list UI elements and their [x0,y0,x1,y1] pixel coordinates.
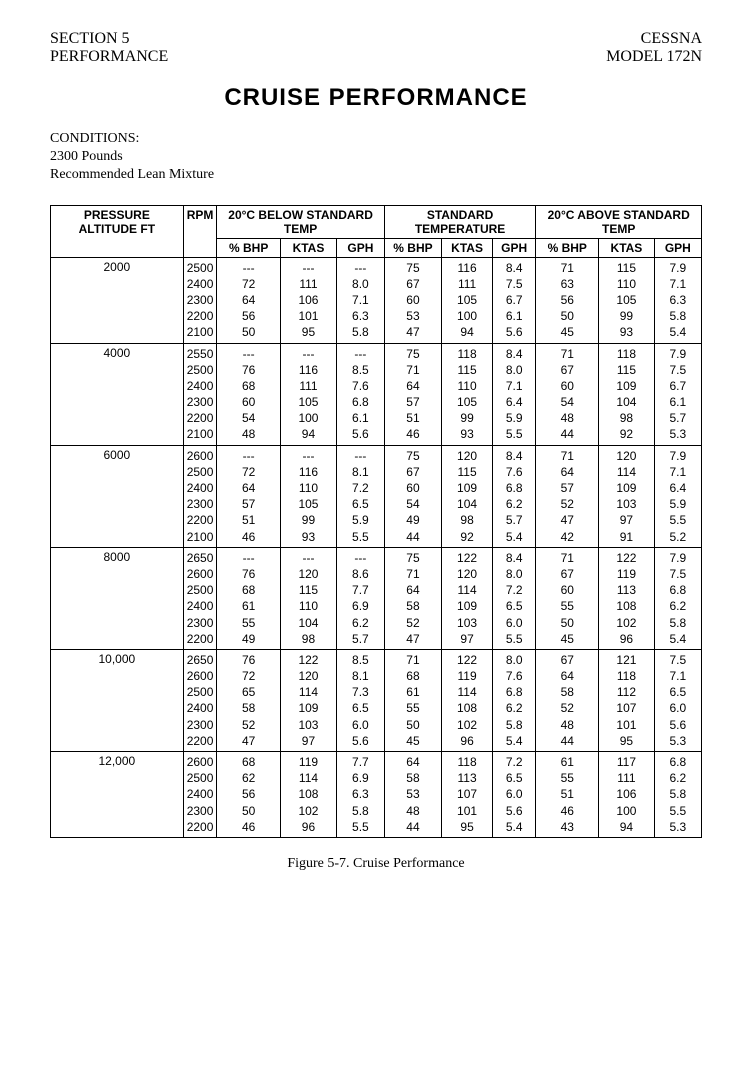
data-cell: 67 64 58 52 48 44 [536,649,599,751]
table-row: 10,0002650 2600 2500 2400 2300 220076 72… [51,649,702,751]
data-cell: 7.2 6.5 6.0 5.6 5.4 [493,752,536,838]
data-cell: 122 119 113 108 102 96 [599,547,654,649]
data-cell: 8.4 7.6 6.8 6.2 5.7 5.4 [493,445,536,547]
table-row: 12,0002600 2500 2400 2300 220068 62 56 5… [51,752,702,838]
data-cell: 8.4 8.0 7.2 6.5 6.0 5.5 [493,547,536,649]
data-cell: 115 110 105 99 93 [599,257,654,343]
data-cell: 122 119 114 108 102 96 [442,649,493,751]
rpm-cell: 2550 2500 2400 2300 2200 2100 [183,343,217,445]
col-ktas: KTAS [599,238,654,257]
col-group-std: STANDARD TEMPERATURE [384,205,536,238]
data-cell: 75 67 60 54 49 44 [384,445,441,547]
table-row: 80002650 2600 2500 2400 2300 2200--- 76 … [51,547,702,649]
data-cell: --- 8.0 7.1 6.3 5.8 [337,257,385,343]
data-cell: 118 113 107 101 95 [442,752,493,838]
rpm-cell: 2650 2600 2500 2400 2300 2200 [183,547,217,649]
col-ktas: KTAS [442,238,493,257]
data-cell: 119 114 108 102 96 [280,752,336,838]
altitude-cell: 4000 [51,343,184,445]
col-group-below: 20°C BELOW STANDARD TEMP [217,205,384,238]
col-rpm: RPM [183,205,217,257]
data-cell: 71 63 56 50 45 [536,257,599,343]
table-row: 60002600 2500 2400 2300 2200 2100--- 72 … [51,445,702,547]
rpm-cell: 2600 2500 2400 2300 2200 2100 [183,445,217,547]
rpm-cell: 2500 2400 2300 2200 2100 [183,257,217,343]
data-cell: --- 72 64 57 51 46 [217,445,281,547]
table-row: 20002500 2400 2300 2200 2100--- 72 64 56… [51,257,702,343]
conditions-label: CONDITIONS: [50,130,702,148]
data-cell: 8.4 7.5 6.7 6.1 5.6 [493,257,536,343]
model-label: MODEL 172N [606,48,702,66]
data-cell: 118 115 110 105 99 93 [442,343,493,445]
data-cell: 7.9 7.5 6.7 6.1 5.7 5.3 [654,343,701,445]
table-row: 40002550 2500 2400 2300 2200 2100--- 76 … [51,343,702,445]
data-cell: --- 116 110 105 99 93 [280,445,336,547]
rpm-cell: 2650 2600 2500 2400 2300 2200 [183,649,217,751]
data-cell: 64 58 53 48 44 [384,752,441,838]
altitude-cell: 6000 [51,445,184,547]
col-bhp: % BHP [217,238,281,257]
figure-caption: Figure 5-7. Cruise Performance [50,856,702,872]
data-cell: 118 115 109 104 98 92 [599,343,654,445]
data-cell: --- 8.1 7.2 6.5 5.9 5.5 [337,445,385,547]
data-cell: 76 72 65 58 52 47 [217,649,281,751]
altitude-cell: 12,000 [51,752,184,838]
col-pressure-altitude: PRESSURE ALTITUDE FT [51,205,184,257]
data-cell: 75 67 60 53 47 [384,257,441,343]
data-cell: --- 8.5 7.6 6.8 6.1 5.6 [337,343,385,445]
data-cell: 8.5 8.1 7.3 6.5 6.0 5.6 [337,649,385,751]
data-cell: 8.4 8.0 7.1 6.4 5.9 5.5 [493,343,536,445]
col-ktas: KTAS [280,238,336,257]
conditions-line-1: 2300 Pounds [50,148,702,166]
data-cell: 71 68 61 55 50 45 [384,649,441,751]
data-cell: 121 118 112 107 101 95 [599,649,654,751]
altitude-cell: 8000 [51,547,184,649]
cruise-performance-table: PRESSURE ALTITUDE FT RPM 20°C BELOW STAN… [50,205,702,838]
data-cell: 71 64 57 52 47 42 [536,445,599,547]
data-cell: 75 71 64 58 52 47 [384,547,441,649]
brand-label: CESSNA [606,30,702,48]
conditions-block: CONDITIONS: 2300 Pounds Recommended Lean… [50,130,702,185]
data-cell: 71 67 60 55 50 45 [536,547,599,649]
data-cell: 75 71 64 57 51 46 [384,343,441,445]
data-cell: --- 76 68 60 54 48 [217,343,281,445]
altitude-cell: 2000 [51,257,184,343]
page-header: SECTION 5 PERFORMANCE CESSNA MODEL 172N [50,30,702,66]
rpm-cell: 2600 2500 2400 2300 2200 [183,752,217,838]
col-bhp: % BHP [384,238,441,257]
data-cell: 71 67 60 54 48 44 [536,343,599,445]
data-cell: 7.5 7.1 6.5 6.0 5.6 5.3 [654,649,701,751]
altitude-cell: 10,000 [51,649,184,751]
data-cell: 117 111 106 100 94 [599,752,654,838]
data-cell: 120 115 109 104 98 92 [442,445,493,547]
col-gph: GPH [654,238,701,257]
data-cell: 61 55 51 46 43 [536,752,599,838]
data-cell: 7.9 7.1 6.4 5.9 5.5 5.2 [654,445,701,547]
data-cell: --- 76 68 61 55 49 [217,547,281,649]
col-bhp: % BHP [536,238,599,257]
col-gph: GPH [337,238,385,257]
data-cell: 120 114 109 103 97 91 [599,445,654,547]
data-cell: --- 120 115 110 104 98 [280,547,336,649]
col-gph: GPH [493,238,536,257]
section-sublabel: PERFORMANCE [50,48,168,66]
page-title: CRUISE PERFORMANCE [50,84,702,112]
data-cell: 68 62 56 50 46 [217,752,281,838]
data-cell: 122 120 114 109 103 97 [442,547,493,649]
section-label: SECTION 5 [50,30,168,48]
col-group-above: 20°C ABOVE STANDARD TEMP [536,205,702,238]
data-cell: --- 72 64 56 50 [217,257,281,343]
conditions-line-2: Recommended Lean Mixture [50,166,702,184]
data-cell: 116 111 105 100 94 [442,257,493,343]
data-cell: --- 8.6 7.7 6.9 6.2 5.7 [337,547,385,649]
data-cell: 8.0 7.6 6.8 6.2 5.8 5.4 [493,649,536,751]
data-cell: 7.9 7.5 6.8 6.2 5.8 5.4 [654,547,701,649]
data-cell: 6.8 6.2 5.8 5.5 5.3 [654,752,701,838]
data-cell: --- 116 111 105 100 94 [280,343,336,445]
data-cell: --- 111 106 101 95 [280,257,336,343]
data-cell: 122 120 114 109 103 97 [280,649,336,751]
data-cell: 7.9 7.1 6.3 5.8 5.4 [654,257,701,343]
data-cell: 7.7 6.9 6.3 5.8 5.5 [337,752,385,838]
